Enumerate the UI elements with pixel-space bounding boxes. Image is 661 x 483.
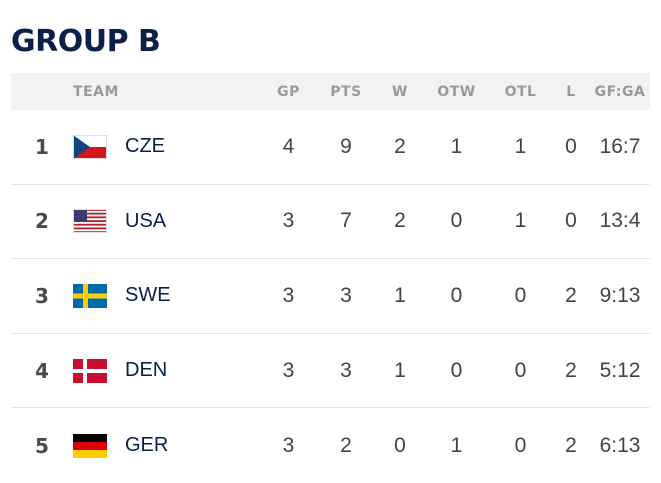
otl-cell: 1 <box>514 134 527 158</box>
team-name: DEN <box>125 359 168 382</box>
team-name: CZE <box>125 135 165 158</box>
header-gp: GP <box>277 83 300 100</box>
l-cell: 2 <box>565 283 577 307</box>
team-name: SWE <box>125 284 171 307</box>
team-cell[interactable]: USA <box>73 209 261 234</box>
table-row[interactable]: 1 CZE 4 9 2 1 1 0 16:7 <box>11 110 650 185</box>
otl-cell: 0 <box>514 433 527 457</box>
pts-cell: 2 <box>340 433 352 457</box>
gp-cell: 3 <box>282 433 295 457</box>
usa-flag-icon <box>73 209 107 234</box>
pts-cell: 3 <box>340 283 352 307</box>
rank-cell: 3 <box>35 283 49 308</box>
w-cell: 1 <box>394 358 406 382</box>
rank-cell: 4 <box>35 358 49 383</box>
header-gfga: GF:GA <box>594 83 646 100</box>
otw-cell: 1 <box>450 433 463 457</box>
l-cell: 2 <box>565 433 577 457</box>
l-cell: 2 <box>565 358 577 382</box>
header-l: L <box>566 83 576 100</box>
gp-cell: 3 <box>282 209 295 233</box>
team-name: USA <box>125 209 167 232</box>
header-w: W <box>392 83 408 100</box>
gfga-cell: 13:4 <box>599 209 641 233</box>
team-cell[interactable]: SWE <box>73 283 261 308</box>
otw-cell: 0 <box>450 283 463 307</box>
team-cell[interactable]: CZE <box>73 134 261 159</box>
gfga-cell: 6:13 <box>599 433 641 457</box>
rank-cell: 1 <box>35 134 49 159</box>
czech-flag-icon <box>73 134 107 159</box>
pts-cell: 7 <box>340 209 352 233</box>
l-cell: 0 <box>565 134 577 158</box>
gp-cell: 4 <box>282 134 295 158</box>
table-row[interactable]: 4 DEN 3 3 1 0 0 2 5:12 <box>11 334 650 409</box>
gp-cell: 3 <box>282 283 295 307</box>
sweden-flag-icon <box>73 283 107 308</box>
rank-cell: 2 <box>35 209 49 234</box>
otw-cell: 1 <box>450 134 463 158</box>
w-cell: 1 <box>394 283 406 307</box>
header-otl: OTL <box>504 83 537 100</box>
team-cell[interactable]: DEN <box>73 358 261 383</box>
w-cell: 0 <box>394 433 406 457</box>
group-title: GROUP B <box>11 24 161 59</box>
header-otw: OTW <box>437 83 476 100</box>
otl-cell: 0 <box>514 283 527 307</box>
w-cell: 2 <box>394 134 406 158</box>
otw-cell: 0 <box>450 358 463 382</box>
header-team: TEAM <box>73 83 119 100</box>
pts-cell: 9 <box>340 134 352 158</box>
header-pts: PTS <box>330 83 362 100</box>
table-row[interactable]: 2 USA 3 7 2 0 1 0 13:4 <box>11 185 650 260</box>
otl-cell: 0 <box>514 358 527 382</box>
otw-cell: 0 <box>450 209 463 233</box>
table-header: TEAM GP PTS W OTW OTL L GF:GA <box>11 73 650 110</box>
table-row[interactable]: 5 GER 3 2 0 1 0 2 6:13 <box>11 408 650 483</box>
table-row[interactable]: 3 SWE 3 3 1 0 0 2 9:13 <box>11 259 650 334</box>
denmark-flag-icon <box>73 358 107 383</box>
gp-cell: 3 <box>282 358 295 382</box>
otl-cell: 1 <box>514 209 527 233</box>
w-cell: 2 <box>394 209 406 233</box>
germany-flag-icon <box>73 433 107 458</box>
rank-cell: 5 <box>35 433 49 458</box>
standings-table: TEAM GP PTS W OTW OTL L GF:GA 1 CZE 4 9 … <box>11 73 650 483</box>
l-cell: 0 <box>565 209 577 233</box>
pts-cell: 3 <box>340 358 352 382</box>
team-name: GER <box>125 434 169 457</box>
gfga-cell: 5:12 <box>599 358 641 382</box>
gfga-cell: 16:7 <box>599 134 641 158</box>
gfga-cell: 9:13 <box>599 283 641 307</box>
team-cell[interactable]: GER <box>73 433 261 458</box>
